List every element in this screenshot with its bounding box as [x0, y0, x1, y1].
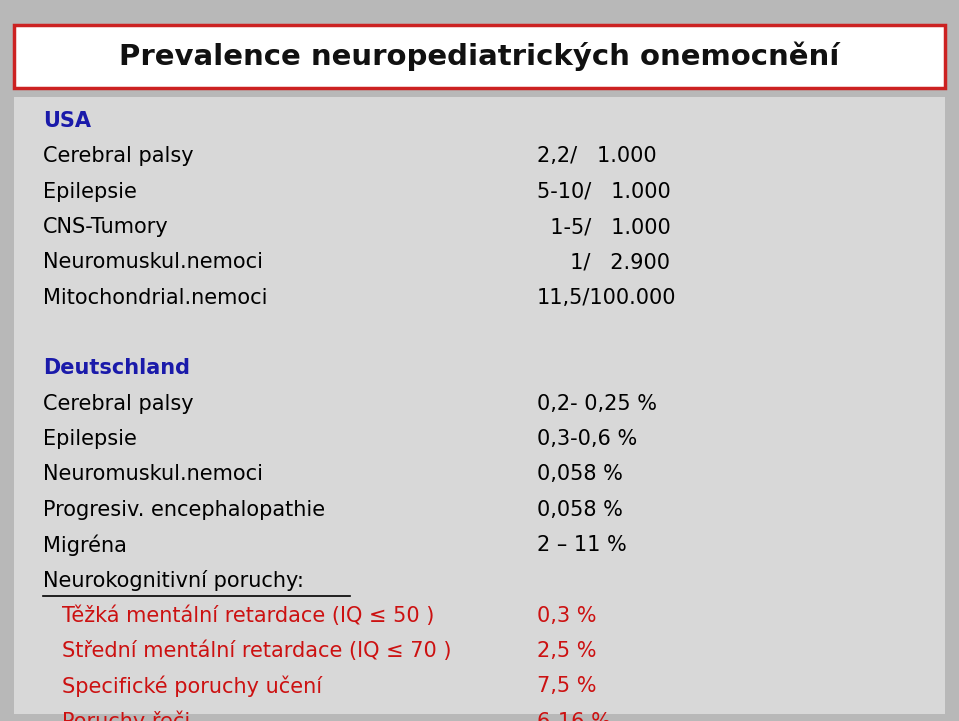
Text: Cerebral palsy: Cerebral palsy [43, 394, 194, 414]
Text: USA: USA [43, 111, 91, 131]
FancyBboxPatch shape [14, 97, 945, 714]
Text: 2 – 11 %: 2 – 11 % [537, 535, 627, 555]
FancyBboxPatch shape [14, 25, 945, 88]
Text: Specifické poruchy učení: Specifické poruchy učení [62, 676, 322, 697]
Text: Neuromuskul.nemoci: Neuromuskul.nemoci [43, 464, 263, 485]
Text: 1-5/   1.000: 1-5/ 1.000 [537, 217, 670, 237]
Text: Neurokognitivní poruchy:: Neurokognitivní poruchy: [43, 570, 304, 591]
Text: 2,2/   1.000: 2,2/ 1.000 [537, 146, 657, 167]
Text: 0,3-0,6 %: 0,3-0,6 % [537, 429, 638, 449]
Text: 11,5/100.000: 11,5/100.000 [537, 288, 676, 308]
Text: 7,5 %: 7,5 % [537, 676, 596, 696]
Text: 6-16 %: 6-16 % [537, 712, 611, 721]
Text: Neuromuskul.nemoci: Neuromuskul.nemoci [43, 252, 263, 273]
Text: Cerebral palsy: Cerebral palsy [43, 146, 194, 167]
Text: Střední mentální retardace (IQ ≤ 70 ): Střední mentální retardace (IQ ≤ 70 ) [62, 641, 452, 661]
Text: Migréna: Migréna [43, 534, 127, 556]
Text: Poruchy řeči: Poruchy řeči [62, 711, 191, 721]
Text: CNS-Tumory: CNS-Tumory [43, 217, 169, 237]
Text: 5-10/   1.000: 5-10/ 1.000 [537, 182, 670, 202]
Text: 0,3 %: 0,3 % [537, 606, 596, 626]
Text: 1/   2.900: 1/ 2.900 [537, 252, 670, 273]
Text: Těžká mentální retardace (IQ ≤ 50 ): Těžká mentální retardace (IQ ≤ 50 ) [62, 606, 434, 626]
Text: 2,5 %: 2,5 % [537, 641, 596, 661]
Text: Epilepsie: Epilepsie [43, 429, 137, 449]
Text: 0,058 %: 0,058 % [537, 500, 623, 520]
Text: Epilepsie: Epilepsie [43, 182, 137, 202]
Text: Progresiv. encephalopathie: Progresiv. encephalopathie [43, 500, 325, 520]
Text: Deutschland: Deutschland [43, 358, 190, 379]
Text: 0,058 %: 0,058 % [537, 464, 623, 485]
Text: Prevalence neuropediatrických onemocnění: Prevalence neuropediatrických onemocnění [119, 42, 840, 71]
Text: 0,2- 0,25 %: 0,2- 0,25 % [537, 394, 657, 414]
Text: Mitochondrial.nemoci: Mitochondrial.nemoci [43, 288, 268, 308]
